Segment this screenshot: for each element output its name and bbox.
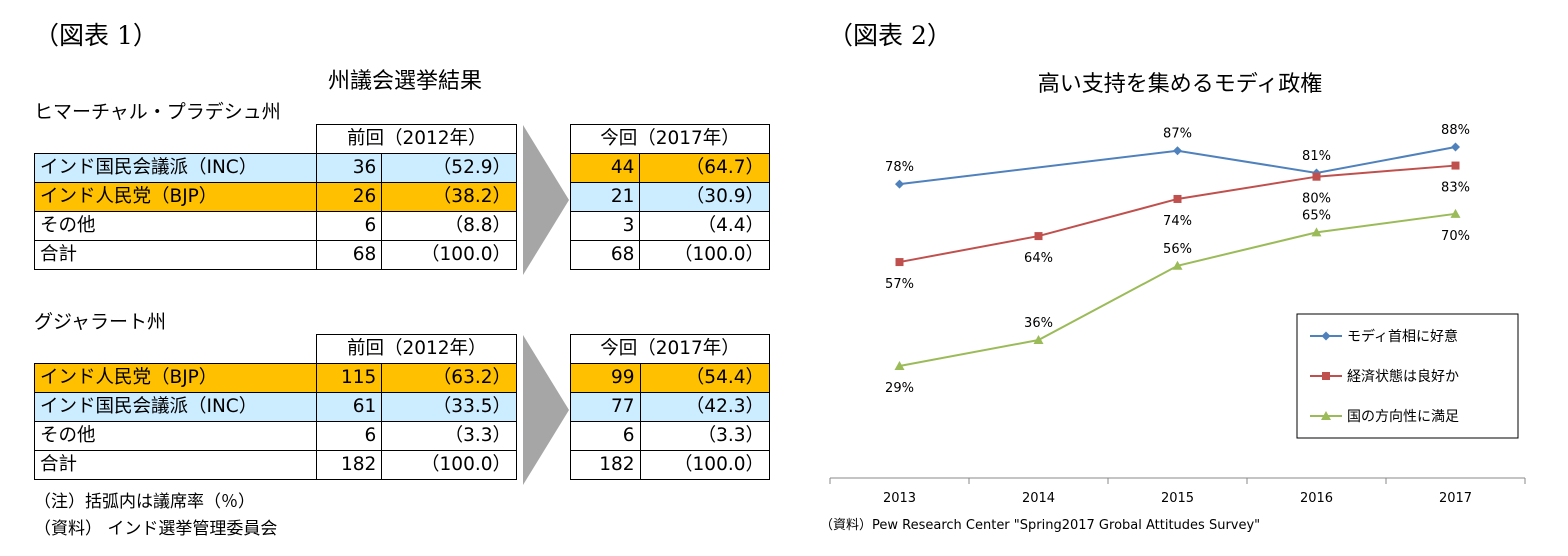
gujarat-prev-table: 前回（2012年） インド人民党（BJP） 115 （63.2） インド国民会議派（… bbox=[33, 334, 517, 480]
curr-seats: 44 bbox=[569, 153, 641, 183]
curr-seats: 77 bbox=[570, 392, 641, 422]
data-point bbox=[895, 179, 904, 189]
legend-label: モディ首相に好意 bbox=[1347, 328, 1458, 345]
data-label: 70% bbox=[1441, 229, 1470, 244]
prev-pct: （100.0） bbox=[381, 240, 517, 270]
data-label: 56% bbox=[1163, 242, 1192, 257]
legend-marker bbox=[1321, 331, 1331, 341]
data-point bbox=[1033, 335, 1044, 345]
gujarat-curr-table: 今回（2017年） 99 （54.4） 77 （42.3） 6 （3.3） 182 （1… bbox=[570, 334, 771, 480]
prev-seats: 26 bbox=[316, 182, 383, 212]
curr-pct: （3.3） bbox=[639, 421, 771, 451]
legend-label: 国の方向性に満足 bbox=[1347, 409, 1459, 425]
x-tick-label: 2015 bbox=[1161, 491, 1194, 506]
data-label: 87% bbox=[1163, 127, 1192, 142]
party-label: インド人民党（BJP） bbox=[33, 363, 318, 393]
legend-label: 経済状態は良好か bbox=[1347, 369, 1459, 385]
prev-seats: 6 bbox=[316, 421, 383, 451]
curr-pct: （42.3） bbox=[639, 392, 771, 422]
arrow-right-icon bbox=[523, 125, 569, 275]
party-label: インド国民会議派（INC） bbox=[33, 392, 318, 422]
data-point bbox=[895, 258, 904, 267]
prev-seats: 68 bbox=[316, 240, 383, 270]
chart-title: 高い支持を集めるモディ政権 bbox=[1037, 72, 1323, 97]
himachal-prev-table: 前回（2012年） インド国民会議派（INC） 36 （52.9） インド人民党（B… bbox=[33, 124, 517, 270]
curr-pct: （100.0） bbox=[639, 450, 771, 480]
curr-seats: 182 bbox=[570, 450, 641, 480]
prev-pct: （100.0） bbox=[381, 450, 517, 480]
curr-pct: （54.4） bbox=[639, 363, 771, 393]
party-label: その他 bbox=[33, 421, 318, 451]
x-tick-label: 2014 bbox=[1022, 491, 1055, 506]
data-label: 57% bbox=[885, 277, 914, 292]
data-point bbox=[1312, 172, 1321, 181]
curr-pct: （100.0） bbox=[639, 240, 770, 270]
prev-seats: 61 bbox=[316, 392, 383, 422]
x-tick-label: 2013 bbox=[883, 491, 916, 506]
curr-header: 今回（2017年） bbox=[570, 334, 770, 364]
table-note: （注）括弧内は議席率（％） bbox=[34, 492, 255, 512]
prev-header: 前回（2012年） bbox=[316, 124, 517, 154]
data-label: 74% bbox=[1163, 214, 1192, 229]
curr-seats: 68 bbox=[569, 240, 641, 270]
legend-marker bbox=[1321, 411, 1331, 420]
line-chart: 78% 87% 81% 88% 57% 64% 74% 80% 83% 29% 36% 56% 65% 7… bbox=[829, 123, 1526, 506]
data-label: 64% bbox=[1024, 251, 1053, 266]
curr-seats: 21 bbox=[569, 182, 641, 212]
curr-pct: （64.7） bbox=[639, 153, 770, 183]
prev-seats: 182 bbox=[316, 450, 383, 480]
data-label: 78% bbox=[885, 160, 914, 175]
state-name-gujarat: グジャラート州 bbox=[34, 311, 167, 333]
figure-1-label: （図表 1） bbox=[34, 21, 158, 50]
data-point bbox=[1172, 260, 1183, 270]
prev-pct: （3.3） bbox=[381, 421, 517, 451]
party-label: 合計 bbox=[33, 240, 318, 270]
data-point bbox=[1311, 227, 1322, 237]
data-point bbox=[1034, 232, 1043, 241]
party-label: 合計 bbox=[33, 450, 318, 480]
data-label: 29% bbox=[885, 381, 914, 396]
prev-pct: （8.8） bbox=[381, 211, 517, 241]
legend-marker bbox=[1322, 372, 1330, 380]
himachal-curr-table: 今回（2017年） 44 （64.7） 21 （30.9） 3 （4.4） 68 （10… bbox=[569, 124, 770, 270]
arrow-right-icon bbox=[523, 335, 569, 485]
data-label: 83% bbox=[1441, 181, 1470, 196]
prev-pct: （38.2） bbox=[381, 182, 517, 212]
table-source: （資料） インド選挙管理委員会 bbox=[34, 519, 278, 539]
series-line bbox=[899, 146, 1456, 186]
data-point bbox=[894, 361, 905, 370]
prev-seats: 115 bbox=[316, 363, 383, 393]
data-label: 88% bbox=[1441, 123, 1470, 138]
data-label: 36% bbox=[1024, 316, 1053, 331]
data-point bbox=[1450, 208, 1461, 218]
party-label: その他 bbox=[33, 211, 318, 241]
curr-header: 今回（2017年） bbox=[570, 124, 770, 154]
prev-header: 前回（2012年） bbox=[316, 334, 517, 364]
prev-seats: 36 bbox=[316, 153, 383, 183]
curr-seats: 99 bbox=[570, 363, 641, 393]
prev-pct: （63.2） bbox=[381, 363, 517, 393]
curr-pct: （4.4） bbox=[639, 211, 770, 241]
chart-source: （資料）Pew Research Center "Spring2017 Grob… bbox=[820, 518, 1261, 533]
data-point bbox=[1173, 194, 1182, 203]
data-point bbox=[1451, 161, 1460, 170]
x-tick-label: 2016 bbox=[1300, 491, 1333, 506]
curr-pct: （30.9） bbox=[639, 182, 770, 212]
curr-seats: 3 bbox=[569, 211, 641, 241]
state-name-himachal: ヒマーチャル・プラデシュ州 bbox=[34, 101, 281, 123]
table-title: 州議会選挙結果 bbox=[327, 69, 482, 94]
data-point bbox=[1451, 142, 1460, 152]
figure-2-label: （図表 2） bbox=[828, 21, 952, 50]
party-label: インド人民党（BJP） bbox=[33, 182, 318, 212]
data-label: 80% bbox=[1302, 192, 1331, 207]
data-point bbox=[1173, 146, 1182, 156]
prev-seats: 6 bbox=[316, 211, 383, 241]
party-label: インド国民会議派（INC） bbox=[33, 153, 318, 183]
prev-pct: （52.9） bbox=[381, 153, 517, 183]
curr-seats: 6 bbox=[570, 421, 641, 451]
data-label: 65% bbox=[1302, 208, 1331, 223]
prev-pct: （33.5） bbox=[381, 392, 517, 422]
data-label: 81% bbox=[1302, 149, 1331, 164]
x-tick-label: 2017 bbox=[1439, 491, 1472, 506]
